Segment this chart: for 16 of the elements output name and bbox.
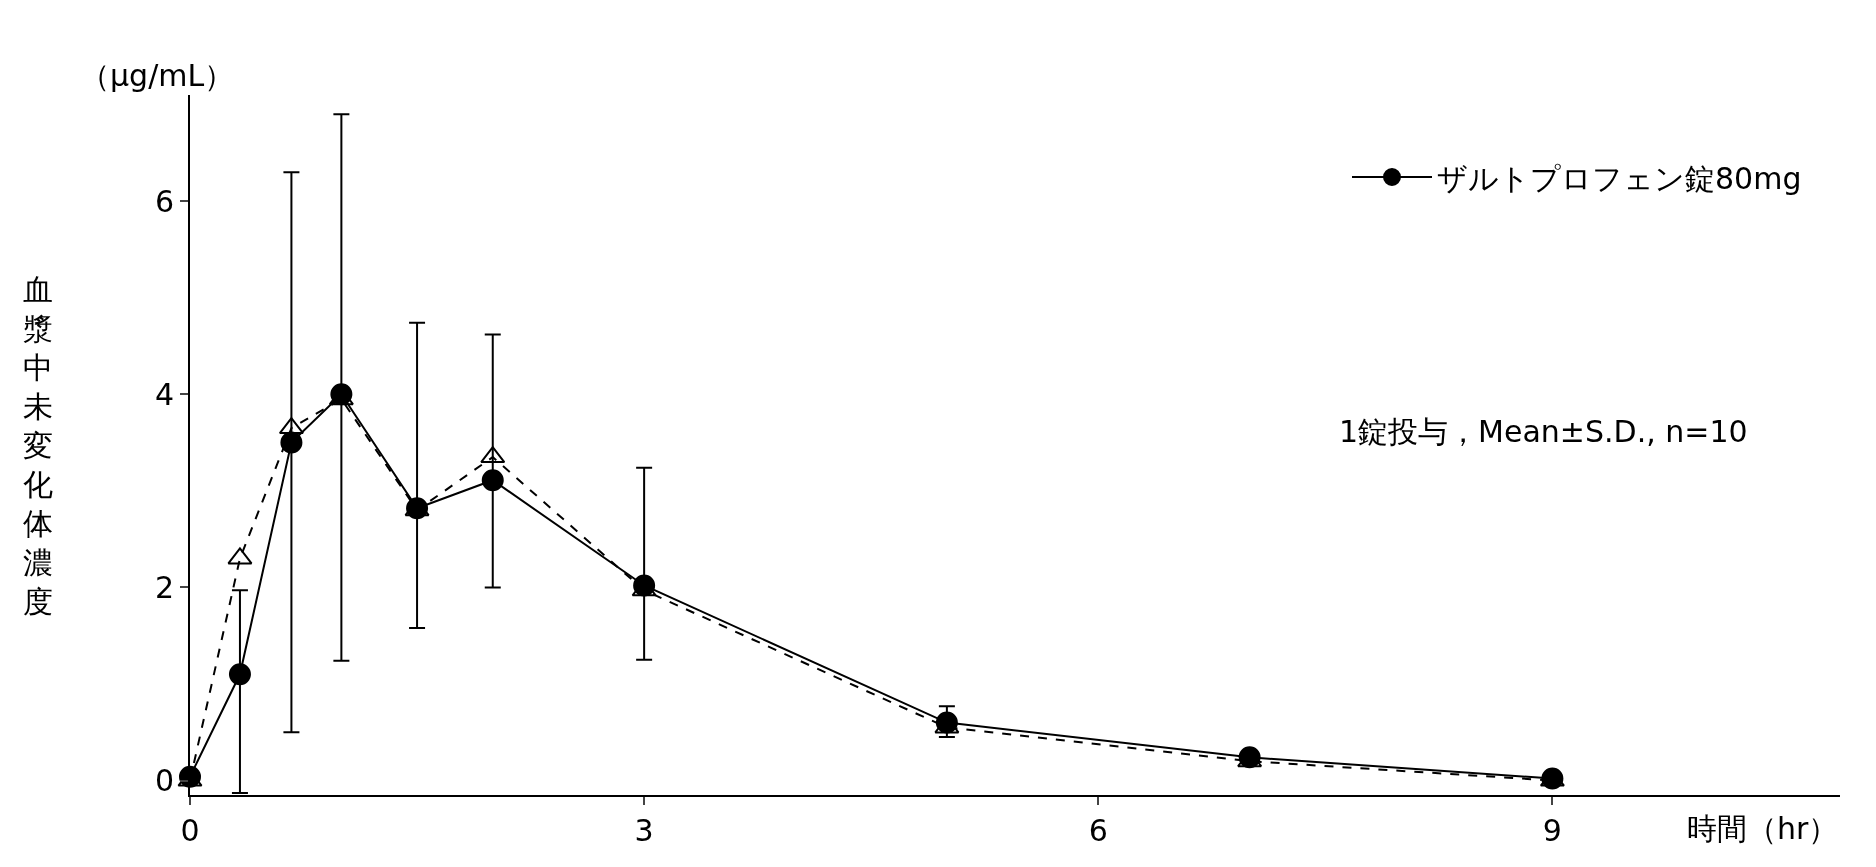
- point: [280, 431, 303, 454]
- y-tick-label: 2: [154, 569, 174, 605]
- x-tick-label: 6: [1088, 813, 1108, 848]
- x-tick-label: 9: [1542, 813, 1562, 848]
- x-axis-title: 時間（hr）: [1687, 811, 1839, 846]
- x-tick-label: 0: [180, 813, 200, 848]
- point: [481, 469, 504, 492]
- legend-label: ザルトプロフェン錠80mg: [1437, 160, 1802, 196]
- text: 血漿中未変化体濃度: [23, 272, 53, 619]
- text: （μg/mL）: [80, 58, 235, 93]
- annotation: 1錠投与，Mean±S.D., n=10: [1339, 414, 1748, 449]
- x-tick-label: 3: [634, 813, 654, 848]
- y-tick-label: 0: [154, 763, 174, 799]
- y-tick-label: 6: [154, 183, 174, 219]
- y-tick-label: 4: [154, 376, 174, 412]
- point: [228, 663, 251, 686]
